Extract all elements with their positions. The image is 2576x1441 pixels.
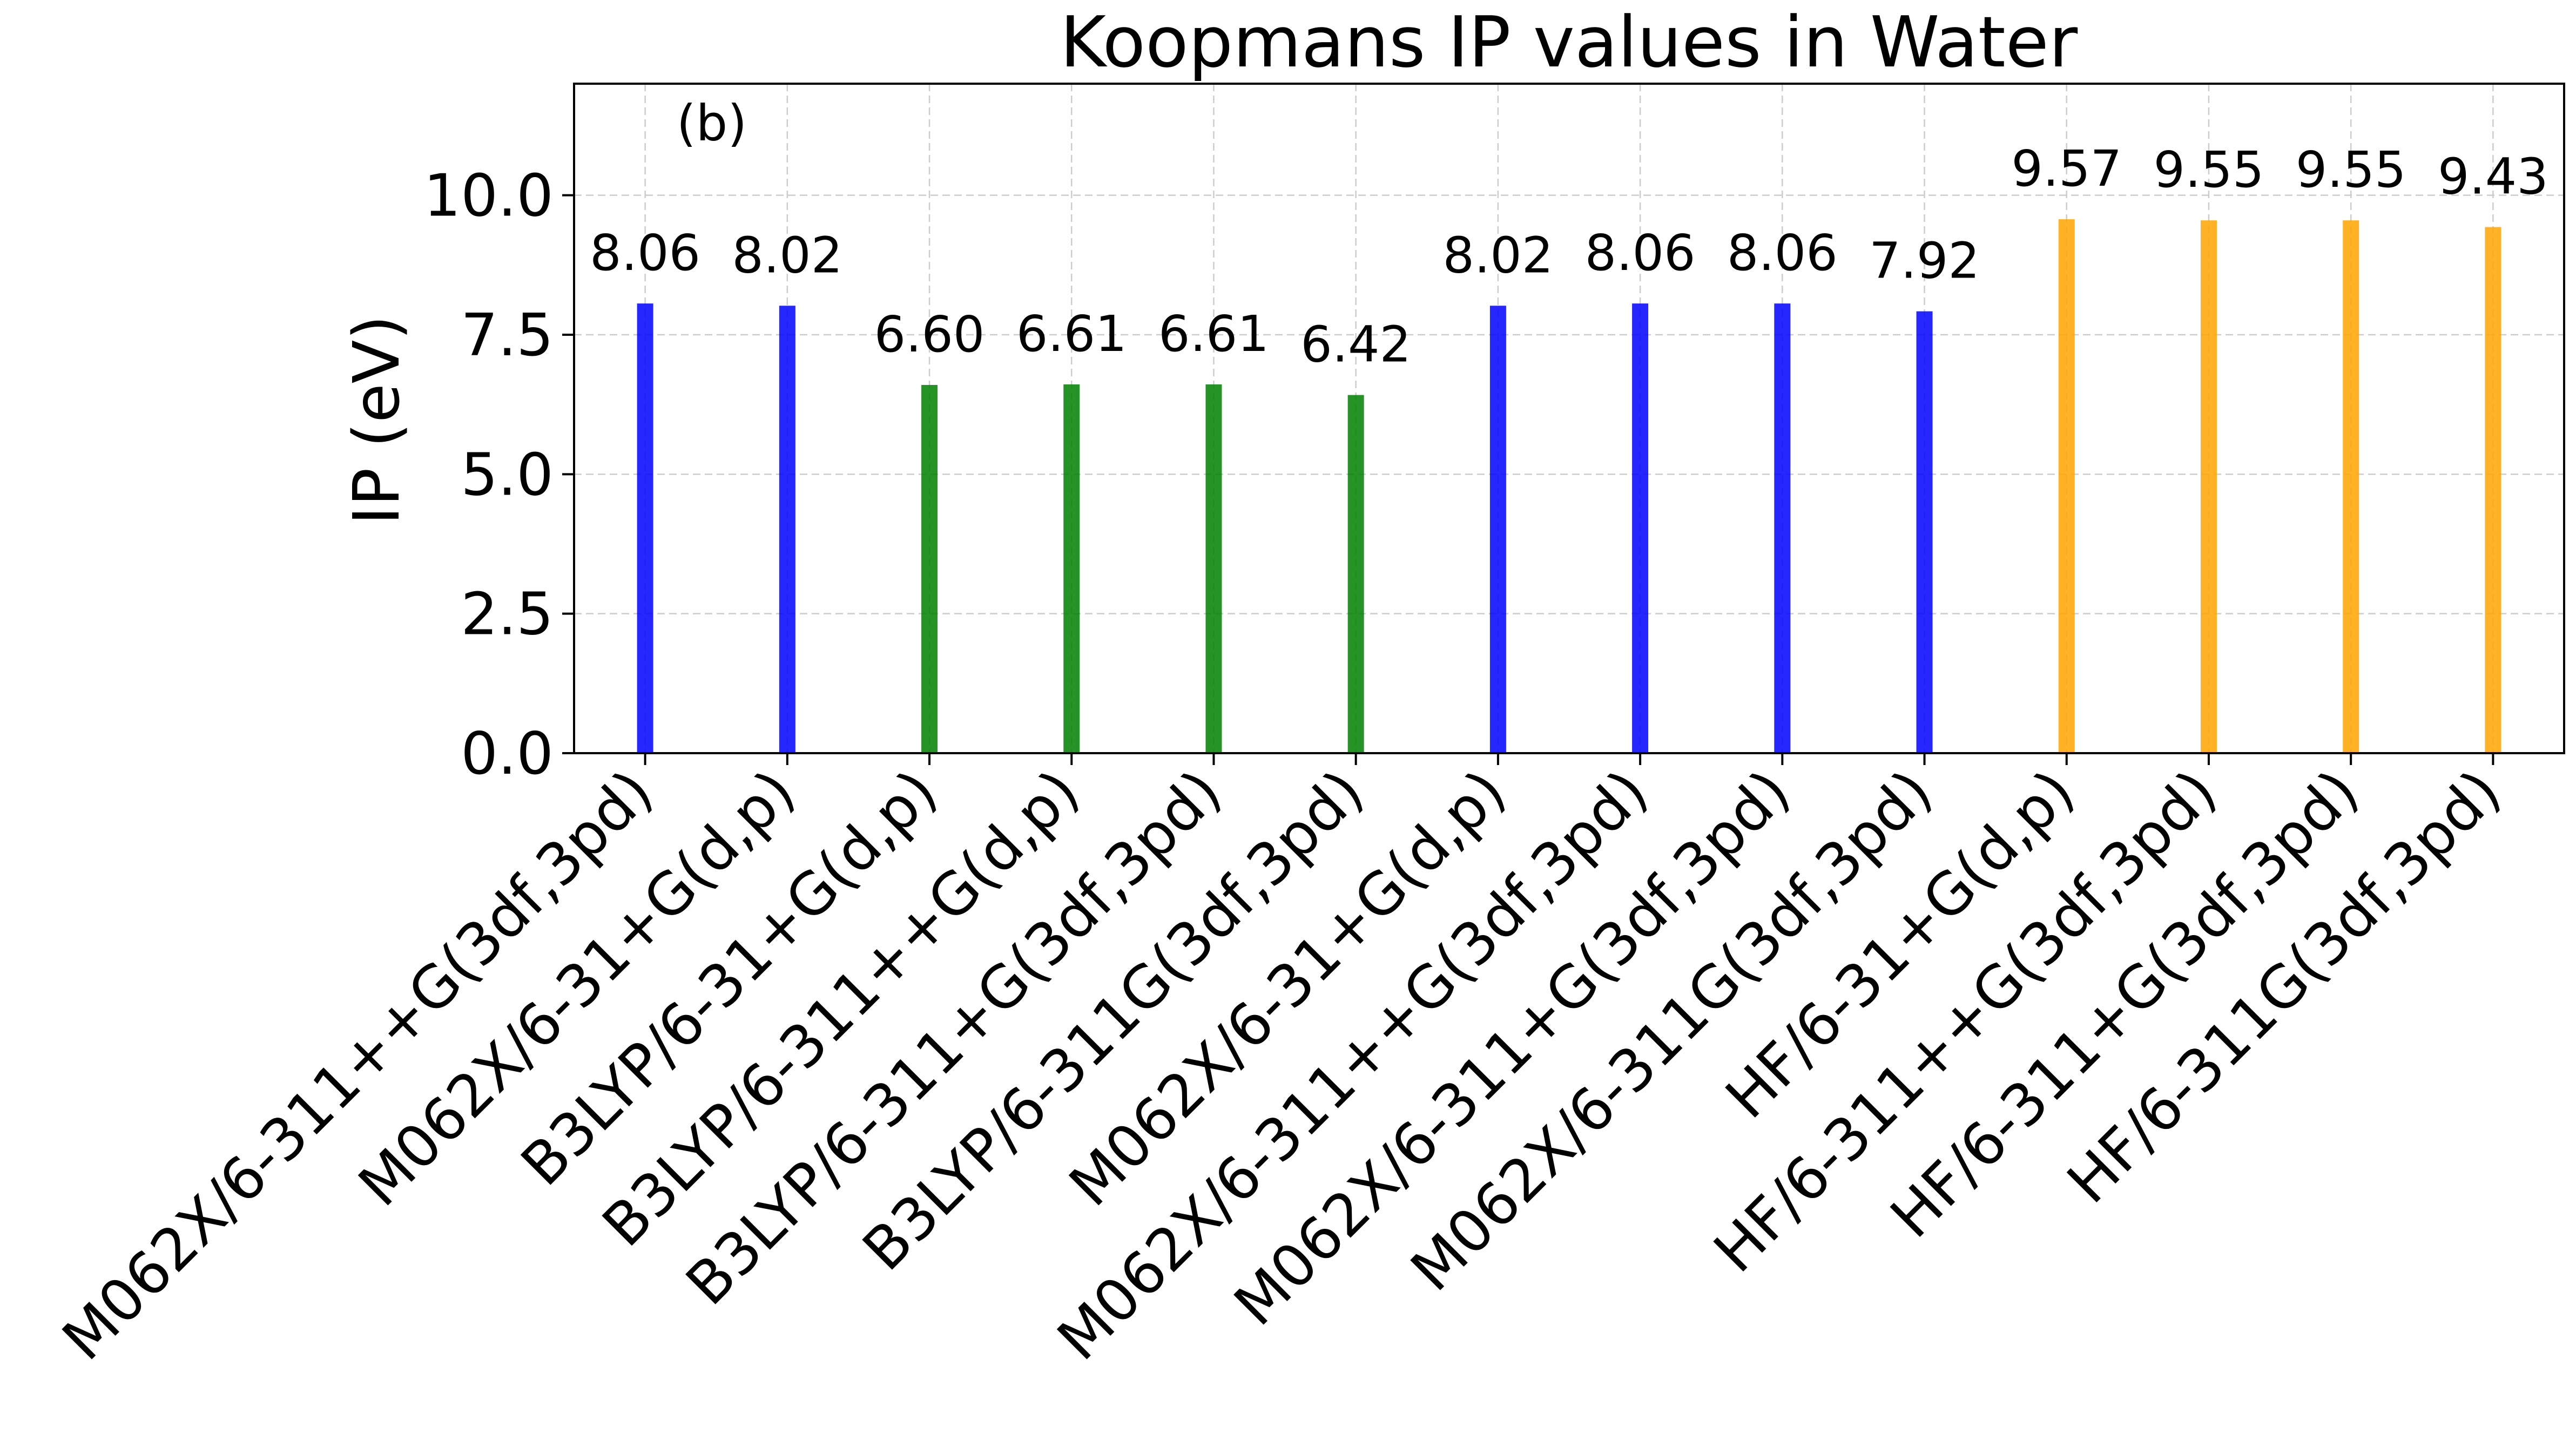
plot-frame [573, 83, 2565, 754]
value-label-8: 8.06 [1727, 224, 1838, 282]
bar-5 [1347, 395, 1364, 753]
bar-9 [1916, 311, 1933, 753]
panel-annotation: (b) [677, 94, 747, 152]
value-labels-layer: 8.06 8.02 6.60 6.61 6.61 6.42 8.02 8.06 8.06 7.92… [590, 140, 2548, 373]
value-label-11: 9.55 [2154, 141, 2264, 199]
bar-6 [1489, 306, 1506, 753]
y-tick-label-1: 2.5 [461, 581, 554, 648]
value-label-10: 9.57 [2011, 140, 2122, 198]
bar-11 [2200, 220, 2217, 754]
chart-title: Koopmans IP values in Water [1060, 1, 2078, 83]
value-label-13: 9.43 [2438, 148, 2548, 206]
value-label-0: 8.06 [590, 224, 700, 282]
bar-13 [2485, 227, 2501, 754]
value-label-4: 6.61 [1158, 305, 1269, 363]
bar-12 [2343, 220, 2359, 754]
value-label-6: 8.02 [1442, 226, 1553, 284]
y-tick-label-3: 7.5 [461, 302, 554, 369]
y-axis: 0.0 2.5 5.0 7.5 10.0 [424, 163, 574, 788]
bar-7 [1632, 303, 1649, 753]
value-label-9: 7.92 [1869, 232, 1980, 290]
bar-10 [2058, 219, 2075, 754]
y-tick-label-0: 0.0 [461, 720, 554, 788]
value-label-12: 9.55 [2296, 141, 2406, 199]
bar-3 [1063, 384, 1080, 753]
value-label-1: 8.02 [732, 226, 842, 284]
y-tick-label-4: 10.0 [424, 163, 554, 230]
value-label-7: 8.06 [1585, 224, 1696, 282]
bar-1 [779, 306, 795, 753]
y-axis-label: IP (eV) [339, 315, 414, 525]
value-label-3: 6.61 [1016, 305, 1127, 363]
bar-4 [1205, 384, 1222, 753]
bar-2 [921, 385, 938, 753]
y-tick-label-2: 5.0 [461, 441, 554, 509]
value-label-2: 6.60 [874, 306, 985, 363]
bar-8 [1774, 303, 1791, 753]
value-label-5: 6.42 [1300, 316, 1411, 374]
bars-layer [637, 219, 2501, 754]
bar-0 [637, 303, 653, 753]
